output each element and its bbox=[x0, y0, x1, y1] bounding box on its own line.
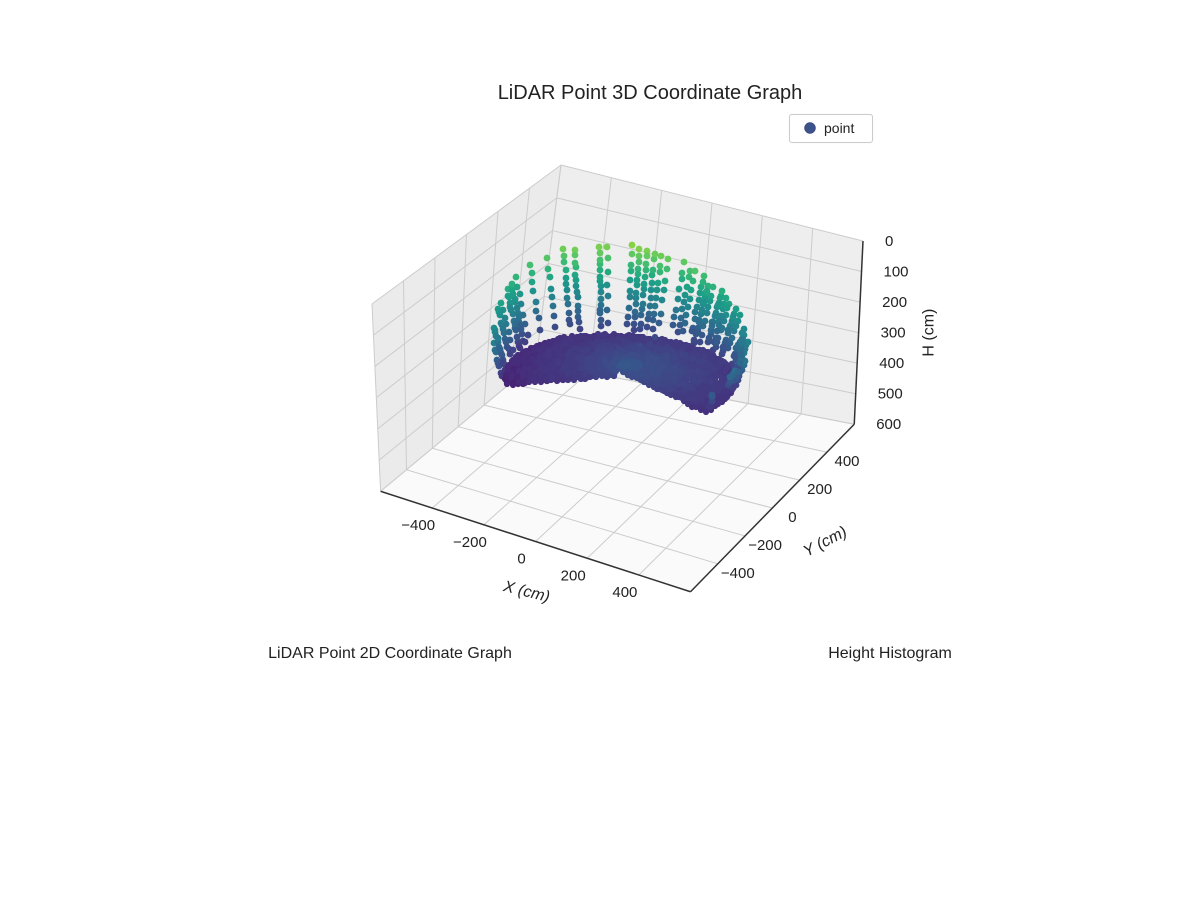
svg-text:600: 600 bbox=[876, 416, 901, 433]
svg-text:400: 400 bbox=[879, 355, 904, 372]
svg-text:0: 0 bbox=[788, 509, 796, 526]
svg-text:H (cm): H (cm) bbox=[921, 309, 938, 357]
svg-text:−400: −400 bbox=[401, 517, 435, 534]
svg-text:0: 0 bbox=[885, 233, 893, 250]
svg-text:−400: −400 bbox=[721, 565, 755, 582]
svg-text:X (cm): X (cm) bbox=[501, 578, 552, 606]
svg-text:Y (cm): Y (cm) bbox=[801, 524, 850, 561]
svg-text:−200: −200 bbox=[748, 537, 782, 554]
svg-text:300: 300 bbox=[881, 325, 906, 342]
svg-text:400: 400 bbox=[834, 453, 859, 470]
svg-text:200: 200 bbox=[882, 294, 907, 311]
svg-text:200: 200 bbox=[561, 567, 586, 584]
svg-text:0: 0 bbox=[517, 551, 525, 568]
svg-text:400: 400 bbox=[612, 584, 637, 601]
svg-text:100: 100 bbox=[884, 264, 909, 281]
svg-text:−200: −200 bbox=[453, 534, 487, 551]
svg-text:200: 200 bbox=[807, 481, 832, 498]
svg-text:500: 500 bbox=[878, 386, 903, 403]
